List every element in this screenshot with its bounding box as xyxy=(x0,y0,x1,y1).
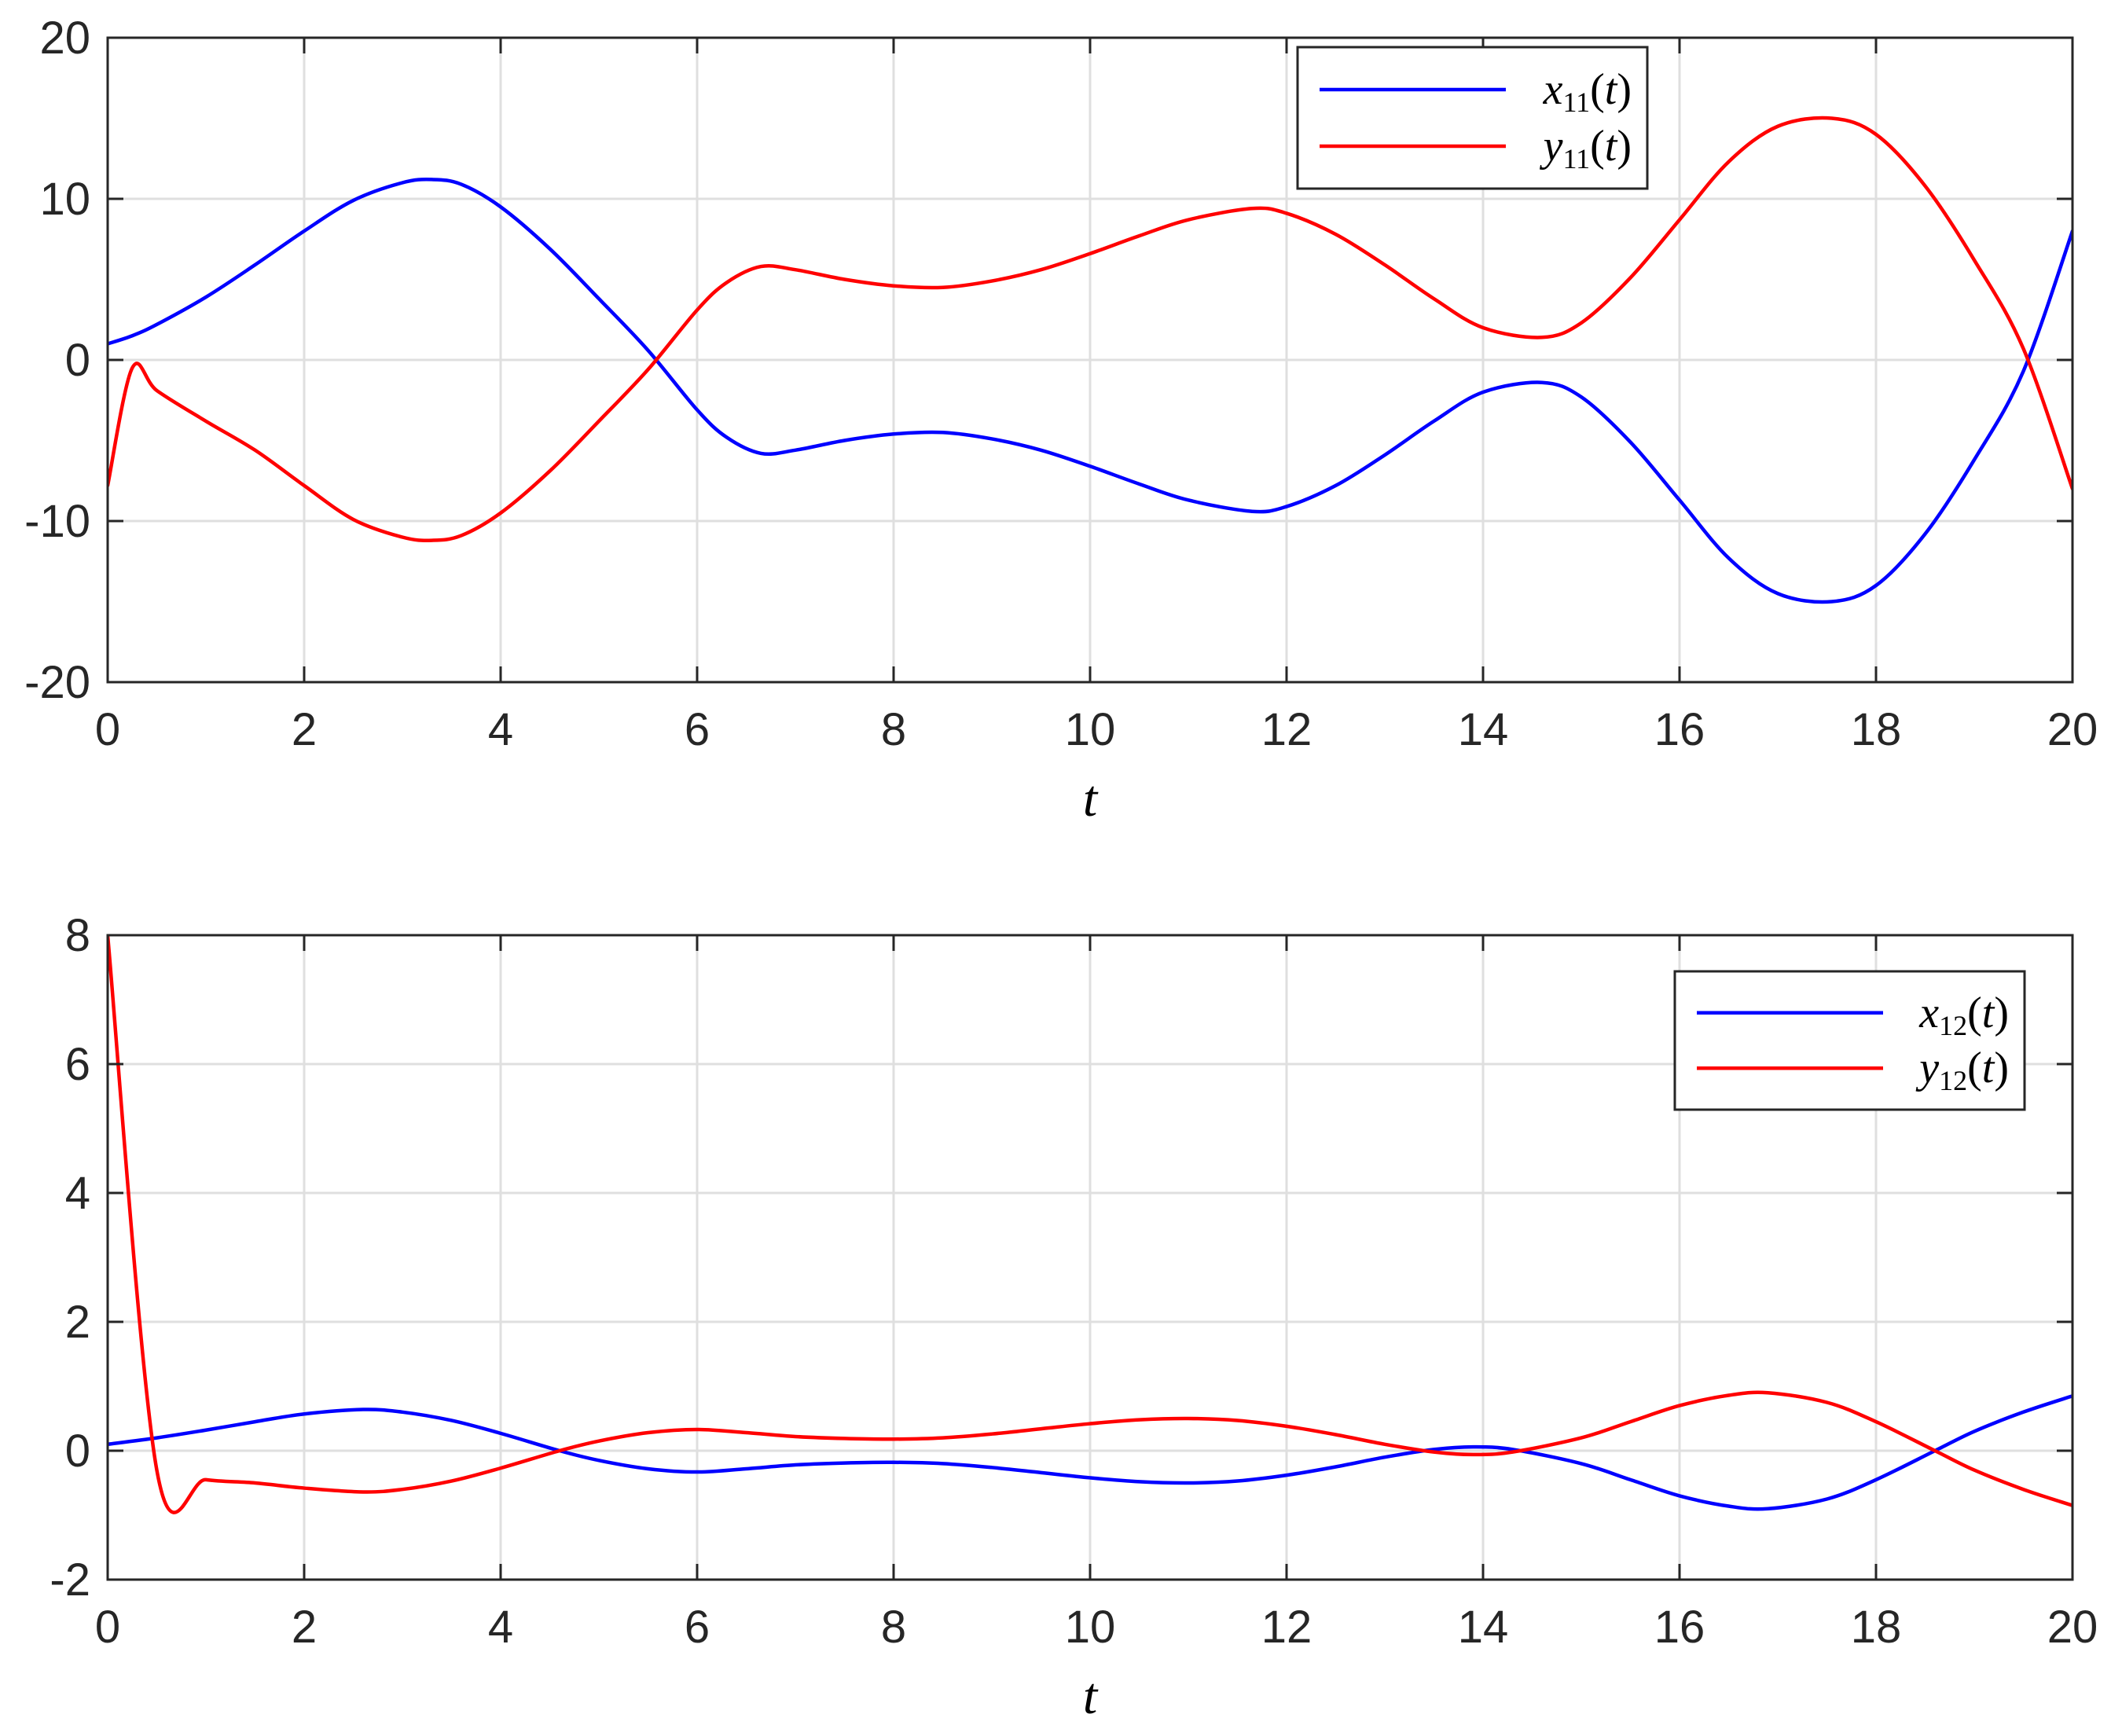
y-tick-label: -20 xyxy=(24,657,90,708)
x-tick-label: 14 xyxy=(1458,704,1509,755)
y-tick-label: 0 xyxy=(65,335,90,386)
legend-label-y12: y12(t) xyxy=(1915,1044,2009,1096)
legend-box xyxy=(1673,970,2026,1111)
y-tick-label: 0 xyxy=(65,1426,90,1477)
x-tick-label: 2 xyxy=(292,1602,317,1653)
legend-label-x12: x12(t) xyxy=(1918,989,2009,1041)
x-tick-label: 4 xyxy=(488,704,513,755)
y-tick-label: 8 xyxy=(65,910,90,961)
x-tick-label: 14 xyxy=(1458,1602,1509,1653)
series-line-x12 xyxy=(108,1394,2072,1511)
y-tick-label: 6 xyxy=(65,1039,90,1090)
x-tick-label: 8 xyxy=(881,704,906,755)
series-line-x11 xyxy=(108,178,2072,604)
legend-box xyxy=(1296,46,1649,190)
x-axis-label: t xyxy=(1083,1668,1099,1725)
x-tick-label: 20 xyxy=(2047,704,2098,755)
top-chart: 0 2 4 6 8 10 12 14 16 18 20 -20 -10 0 10 20 t x11(t)y11(t… xyxy=(24,13,2098,828)
legend: x12(t)y12(t) xyxy=(1673,970,2026,1111)
series-line-y12 xyxy=(108,935,2072,1514)
x-tick-label: 6 xyxy=(685,704,710,755)
series-lines xyxy=(108,116,2072,604)
x-tick-label: 10 xyxy=(1065,1602,1116,1653)
x-tick-label: 4 xyxy=(488,1602,513,1653)
x-tick-label: 18 xyxy=(1851,704,1902,755)
series-line-y11 xyxy=(108,116,2072,542)
legend-label-y11: y11(t) xyxy=(1540,122,1632,174)
x-tick-label: 16 xyxy=(1654,704,1705,755)
y-tick-label: -2 xyxy=(50,1554,90,1606)
y-tick-label: 20 xyxy=(39,13,90,64)
series-lines xyxy=(108,935,2072,1514)
x-axis-label: t xyxy=(1083,770,1099,828)
y-tick-label: -10 xyxy=(24,496,90,547)
x-tick-label: 8 xyxy=(881,1602,906,1653)
y-tick-label: 10 xyxy=(39,174,90,225)
x-tick-label: 16 xyxy=(1654,1602,1705,1653)
legend-label-x11: x11(t) xyxy=(1543,65,1632,118)
x-tick-label: 12 xyxy=(1261,1602,1312,1653)
x-tick-label: 6 xyxy=(685,1602,710,1653)
y-tick-label: 2 xyxy=(65,1297,90,1348)
x-tick-label: 0 xyxy=(95,1602,120,1653)
x-tick-label: 2 xyxy=(292,704,317,755)
x-tick-label: 18 xyxy=(1851,1602,1902,1653)
x-tick-label: 20 xyxy=(2047,1602,2098,1653)
x-tick-label: 0 xyxy=(95,704,120,755)
x-tick-label: 10 xyxy=(1065,704,1116,755)
legend: x11(t)y11(t) xyxy=(1296,46,1649,190)
x-tick-label: 12 xyxy=(1261,704,1312,755)
ticks: 0 2 4 6 8 10 12 14 16 18 20 -20 -10 0 10 20 xyxy=(24,13,2098,755)
y-tick-label: 4 xyxy=(65,1168,90,1219)
